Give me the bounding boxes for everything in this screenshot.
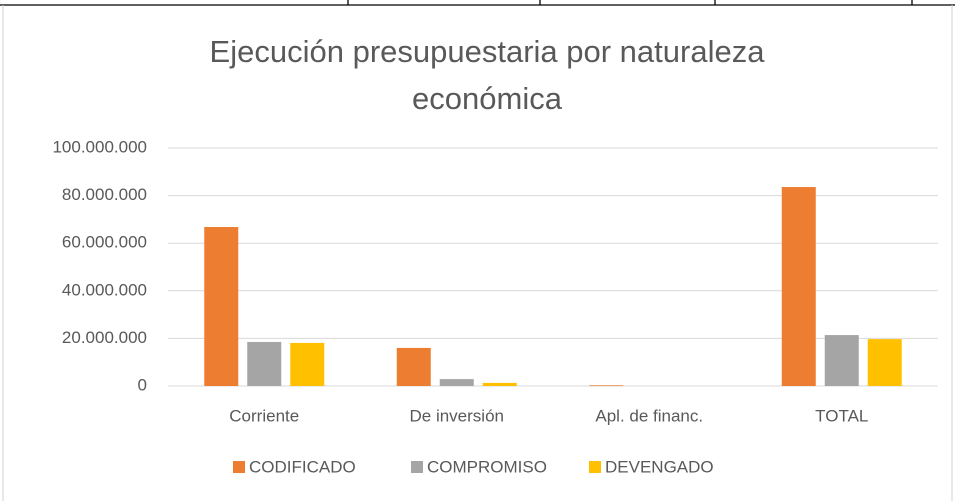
y-tick-label: 0 — [138, 375, 147, 394]
bar — [290, 342, 325, 386]
x-tick-label: TOTAL — [815, 406, 868, 425]
y-tick-label: 20.000.000 — [62, 328, 147, 347]
y-tick-label: 40.000.000 — [62, 280, 147, 299]
bar — [482, 382, 517, 386]
bar — [247, 341, 282, 386]
bar — [396, 347, 431, 386]
legend-label: CODIFICADO — [249, 457, 356, 476]
x-tick-label: De inversión — [410, 406, 505, 425]
y-tick-label: 80.000.000 — [62, 185, 147, 204]
x-tick-label: Apl. de financ. — [595, 406, 703, 425]
bar — [781, 187, 816, 386]
bar — [589, 385, 624, 386]
legend-label: COMPROMISO — [427, 457, 547, 476]
sheet-borders — [0, 0, 955, 6]
bar — [204, 227, 239, 386]
legend-swatch — [233, 461, 245, 473]
bar — [824, 335, 859, 386]
chart-title: Ejecución presupuestaria por naturaleza … — [209, 34, 765, 116]
bar — [867, 339, 902, 386]
bar — [439, 379, 474, 386]
legend-swatch — [411, 461, 423, 473]
x-tick-label: Corriente — [229, 406, 299, 425]
legend-label: DEVENGADO — [605, 457, 714, 476]
y-tick-label: 60.000.000 — [62, 233, 147, 252]
y-tick-label: 100.000.000 — [52, 137, 147, 156]
legend-swatch — [589, 461, 601, 473]
